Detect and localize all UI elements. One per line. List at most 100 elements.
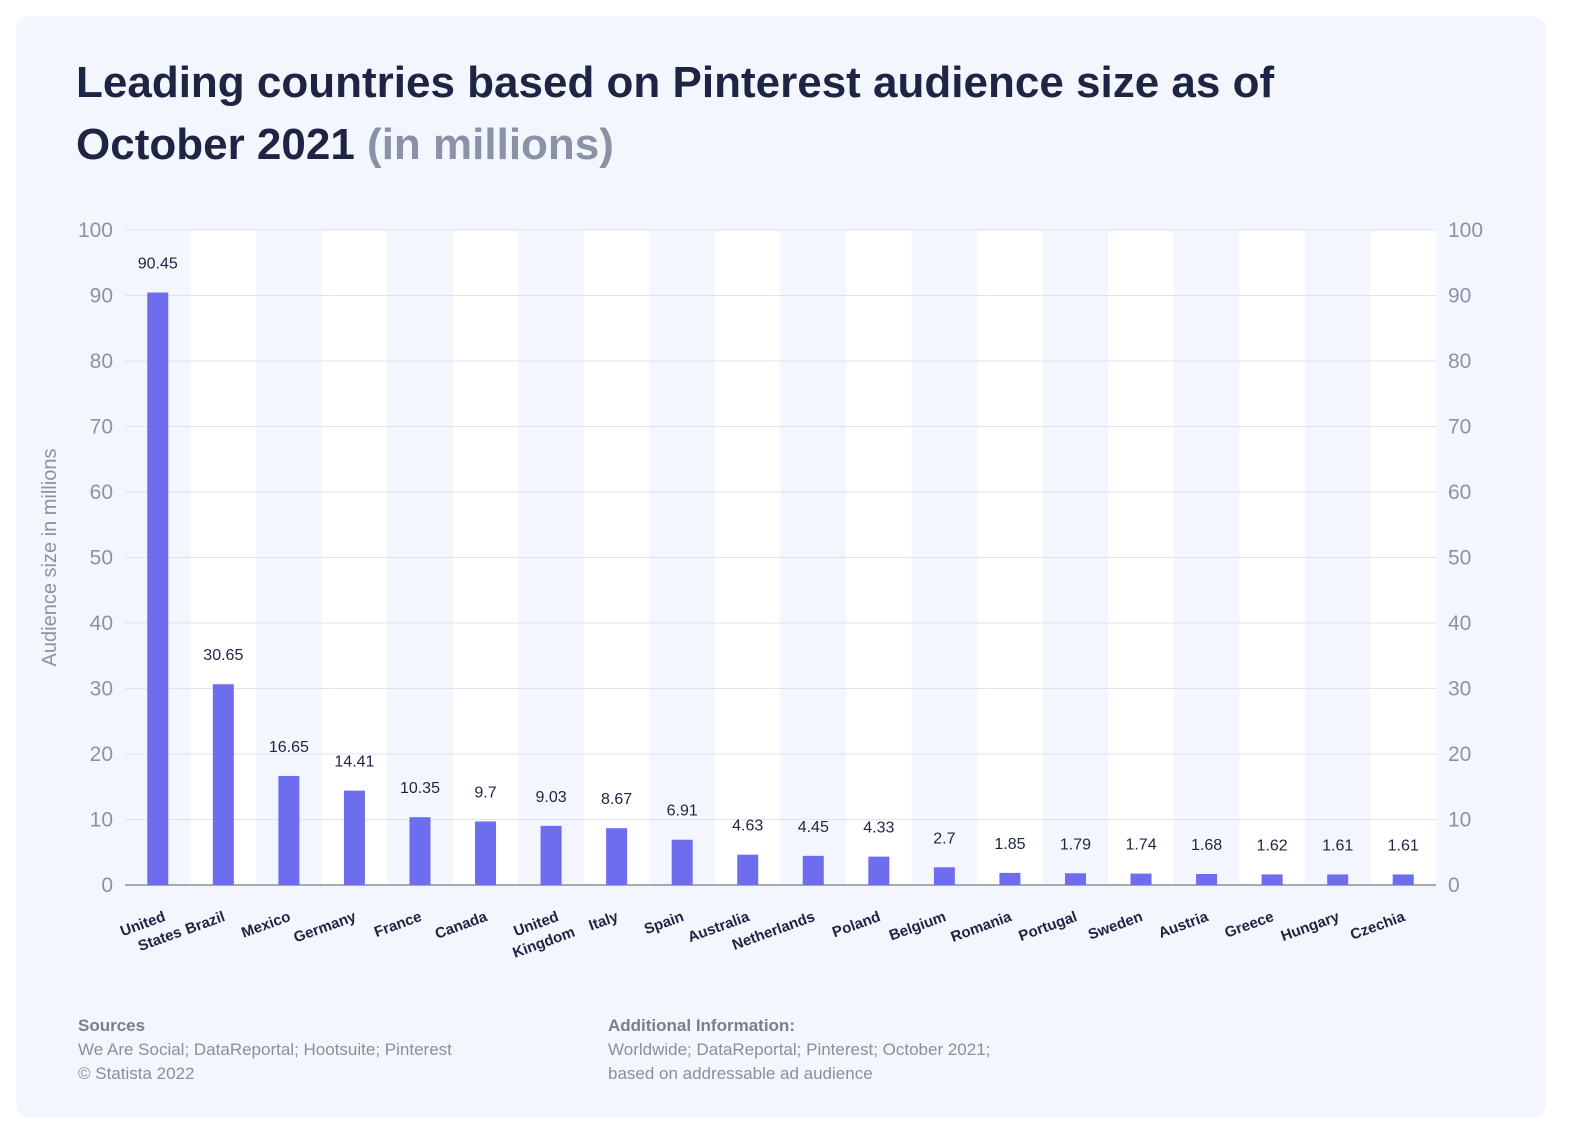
bar — [1261, 874, 1283, 885]
bar — [671, 839, 693, 885]
bar — [409, 817, 431, 885]
value-label: 1.61 — [1322, 837, 1353, 854]
sources-block: Sources We Are Social; DataReportal; Hoo… — [78, 1014, 452, 1086]
value-label: 4.33 — [863, 820, 894, 837]
x-tick-label: UnitedKingdom — [504, 905, 578, 962]
x-tick-label-line: Mexico — [239, 908, 293, 941]
x-tick-label-line: Canada — [433, 908, 490, 943]
x-tick-label-line: Belgium — [887, 908, 948, 944]
value-label: 16.65 — [269, 739, 309, 756]
bar — [1327, 874, 1349, 885]
x-tick-label-line: Sweden — [1086, 908, 1145, 943]
y-tick-label-right: 20 — [1448, 743, 1471, 766]
y-axis-title: Audience size in millions — [39, 449, 61, 667]
y-tick-label-left: 10 — [90, 809, 113, 832]
x-tick-label: Hungary — [1279, 908, 1343, 945]
x-tick-label: Belgium — [887, 908, 948, 944]
value-label: 1.68 — [1191, 837, 1222, 854]
y-tick-label-right: 60 — [1448, 481, 1471, 504]
info-line-1: Worldwide; DataReportal; Pinterest; Octo… — [608, 1040, 991, 1059]
copyright: © Statista 2022 — [78, 1064, 195, 1083]
y-tick-label-right: 80 — [1448, 350, 1471, 373]
y-tick-label-left: 90 — [90, 285, 113, 308]
x-tick-label-line: Spain — [642, 908, 686, 938]
y-tick-label-right: 0 — [1448, 874, 1460, 897]
y-tick-label-right: 10 — [1448, 809, 1471, 832]
y-tick-label-right: 50 — [1448, 547, 1471, 570]
value-label: 8.67 — [601, 791, 632, 808]
x-tick-label: Portugal — [1016, 908, 1079, 945]
x-tick-label-line: Romania — [949, 908, 1015, 946]
y-tick-label-left: 40 — [90, 612, 113, 635]
value-label: 90.45 — [138, 256, 178, 273]
chart-title: Leading countries based on Pinterest aud… — [76, 52, 1376, 176]
value-label: 1.85 — [994, 836, 1025, 853]
value-label: 1.61 — [1388, 837, 1419, 854]
sources-heading: Sources — [78, 1016, 146, 1035]
y-tick-label-right: 90 — [1448, 285, 1471, 308]
x-tick-label: Austria — [1156, 908, 1211, 942]
y-tick-label-left: 0 — [101, 874, 113, 897]
x-tick-label: Germany — [291, 908, 359, 946]
value-label: 14.41 — [334, 754, 374, 771]
value-label: 9.7 — [474, 784, 496, 801]
bar — [868, 856, 890, 885]
x-tick-label: Sweden — [1086, 908, 1145, 943]
x-tick-label-line: Italy — [587, 908, 622, 934]
y-tick-label-right: 30 — [1448, 678, 1471, 701]
bar — [737, 854, 759, 885]
bar — [933, 867, 955, 885]
bar — [540, 825, 562, 885]
y-tick-label-left: 30 — [90, 678, 113, 701]
bar — [606, 828, 628, 885]
x-tick-label-line: Czechia — [1348, 908, 1408, 944]
bar — [999, 872, 1021, 885]
x-tick-label: Italy — [587, 908, 622, 934]
bar-chart: 0 0 10 10 20 20 30 30 40 40 50 50 60 60 70 70 80 80 90 90 10… — [39, 219, 1483, 962]
x-tick-label: Romania — [949, 908, 1015, 946]
value-label: 4.63 — [732, 818, 763, 835]
title-unit: (in millions) — [367, 120, 614, 169]
y-tick-label-left: 100 — [78, 219, 113, 242]
value-label: 1.79 — [1060, 836, 1091, 853]
bar — [802, 855, 824, 885]
bar — [1196, 873, 1218, 885]
x-tick-label-line: France — [372, 908, 424, 941]
info-heading: Additional Information: — [608, 1016, 795, 1035]
value-label: 1.74 — [1125, 837, 1156, 854]
x-tick-label: Canada — [433, 908, 490, 943]
x-tick-label: Brazil — [183, 908, 227, 938]
x-tick-label-line: Austria — [1156, 908, 1211, 942]
x-tick-label: Poland — [830, 908, 883, 941]
value-label: 30.65 — [203, 647, 243, 664]
x-tick-label-line: Portugal — [1016, 908, 1079, 945]
value-label: 4.45 — [798, 819, 829, 836]
x-tick-label-line: Poland — [830, 908, 883, 941]
title-text: Leading countries based on Pinterest aud… — [76, 58, 1275, 169]
sources-text: We Are Social; DataReportal; Hootsuite; … — [78, 1040, 452, 1059]
info-line-2: based on addressable ad audience — [608, 1064, 873, 1083]
x-tick-label-line: Germany — [291, 908, 359, 946]
y-tick-label-right: 70 — [1448, 416, 1471, 439]
value-label: 1.62 — [1257, 837, 1288, 854]
x-tick-label-line: Hungary — [1279, 908, 1343, 945]
bar — [343, 790, 365, 885]
y-tick-label-left: 80 — [90, 350, 113, 373]
y-tick-label-right: 100 — [1448, 219, 1483, 242]
bar — [278, 775, 300, 885]
x-tick-label: UnitedStates — [118, 905, 184, 959]
bar — [212, 684, 234, 885]
value-label: 2.7 — [933, 830, 955, 847]
x-tick-label: Mexico — [239, 908, 293, 941]
x-tick-label-line: Greece — [1222, 908, 1276, 941]
value-label: 9.03 — [536, 789, 567, 806]
bar — [1392, 874, 1414, 885]
x-tick-label: Greece — [1222, 908, 1276, 941]
value-label: 6.91 — [667, 803, 698, 820]
x-tick-label: France — [372, 908, 424, 941]
bar — [475, 821, 497, 885]
x-tick-label: Czechia — [1348, 908, 1408, 944]
bar — [1130, 873, 1152, 885]
bar — [1064, 873, 1086, 885]
y-tick-label-left: 50 — [90, 547, 113, 570]
